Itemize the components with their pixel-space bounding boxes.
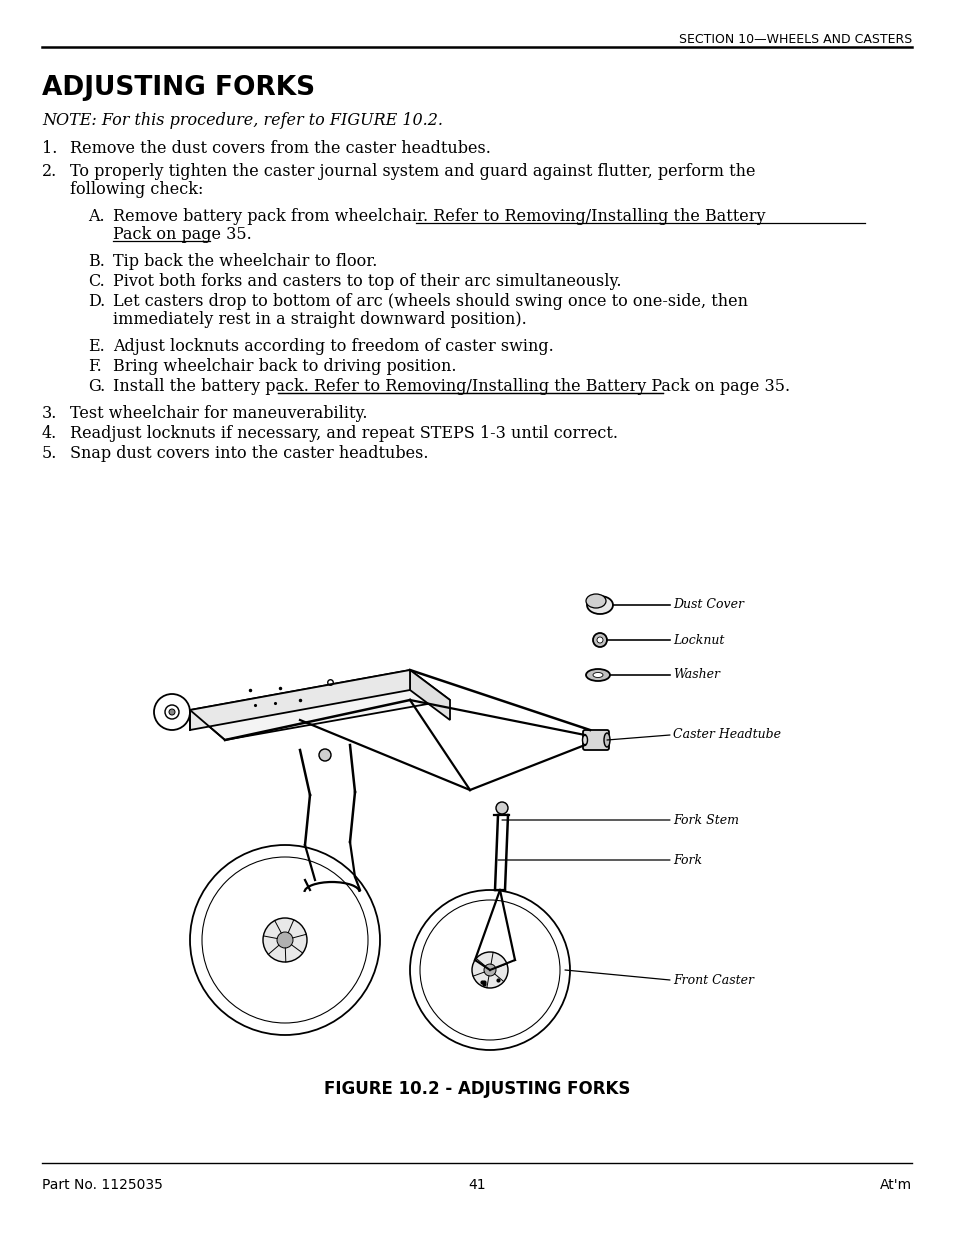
Text: Readjust locknuts if necessary, and repeat STEPS 1-3 until correct.: Readjust locknuts if necessary, and repe…	[70, 425, 618, 442]
Text: Adjust locknuts according to freedom of caster swing.: Adjust locknuts according to freedom of …	[112, 338, 553, 354]
Text: At'm: At'm	[879, 1178, 911, 1192]
Text: Fork: Fork	[672, 853, 701, 867]
Text: 3.: 3.	[42, 405, 57, 422]
Ellipse shape	[582, 735, 587, 745]
Text: Tip back the wheelchair to floor.: Tip back the wheelchair to floor.	[112, 253, 377, 270]
Polygon shape	[190, 671, 410, 730]
Text: Caster Headtube: Caster Headtube	[672, 729, 781, 741]
Text: Pivot both forks and casters to top of their arc simultaneously.: Pivot both forks and casters to top of t…	[112, 273, 620, 290]
Ellipse shape	[585, 669, 609, 680]
Text: 5.: 5.	[42, 445, 57, 462]
Text: following check:: following check:	[70, 182, 203, 198]
Text: Part No. 1125035: Part No. 1125035	[42, 1178, 163, 1192]
Text: Remove battery pack from wheelchair. Refer to Removing/Installing the Battery: Remove battery pack from wheelchair. Ref…	[112, 207, 764, 225]
Circle shape	[169, 709, 174, 715]
Text: Remove the dust covers from the caster headtubes.: Remove the dust covers from the caster h…	[70, 140, 491, 157]
Text: Fork Stem: Fork Stem	[672, 814, 739, 826]
Circle shape	[496, 802, 507, 814]
Circle shape	[597, 637, 602, 643]
Text: Let casters drop to bottom of arc (wheels should swing once to one-side, then: Let casters drop to bottom of arc (wheel…	[112, 293, 747, 310]
Text: SECTION 10—WHEELS AND CASTERS: SECTION 10—WHEELS AND CASTERS	[678, 33, 911, 46]
Text: 41: 41	[468, 1178, 485, 1192]
Text: NOTE: For this procedure, refer to FIGURE 10.2.: NOTE: For this procedure, refer to FIGUR…	[42, 112, 442, 128]
Text: G.: G.	[88, 378, 105, 395]
Text: Dust Cover: Dust Cover	[672, 599, 743, 611]
Text: B.: B.	[88, 253, 105, 270]
Text: Snap dust covers into the caster headtubes.: Snap dust covers into the caster headtub…	[70, 445, 428, 462]
FancyBboxPatch shape	[582, 730, 608, 750]
Text: Bring wheelchair back to driving position.: Bring wheelchair back to driving positio…	[112, 358, 456, 375]
Circle shape	[263, 918, 307, 962]
Circle shape	[483, 965, 496, 976]
Text: 1.: 1.	[42, 140, 57, 157]
Circle shape	[593, 634, 606, 647]
Text: FIGURE 10.2 - ADJUSTING FORKS: FIGURE 10.2 - ADJUSTING FORKS	[323, 1079, 630, 1098]
Circle shape	[472, 952, 507, 988]
Text: To properly tighten the caster journal system and guard against flutter, perform: To properly tighten the caster journal s…	[70, 163, 755, 180]
Text: D.: D.	[88, 293, 105, 310]
Ellipse shape	[603, 734, 609, 747]
Text: 4.: 4.	[42, 425, 57, 442]
Polygon shape	[190, 671, 450, 740]
Text: 2.: 2.	[42, 163, 57, 180]
Text: F.: F.	[88, 358, 102, 375]
Ellipse shape	[593, 673, 602, 678]
Text: ADJUSTING FORKS: ADJUSTING FORKS	[42, 75, 314, 101]
Text: E.: E.	[88, 338, 105, 354]
Text: Washer: Washer	[672, 668, 720, 682]
Text: Pack on page 35.: Pack on page 35.	[112, 226, 252, 243]
Ellipse shape	[585, 594, 605, 608]
Ellipse shape	[586, 597, 613, 614]
Text: immediately rest in a straight downward position).: immediately rest in a straight downward …	[112, 311, 526, 329]
Text: C.: C.	[88, 273, 105, 290]
Circle shape	[318, 748, 331, 761]
Text: Locknut: Locknut	[672, 634, 723, 646]
Polygon shape	[410, 671, 450, 720]
Text: Front Caster: Front Caster	[672, 973, 753, 987]
Text: Test wheelchair for maneuverability.: Test wheelchair for maneuverability.	[70, 405, 367, 422]
Circle shape	[276, 932, 293, 948]
Text: Install the battery pack. Refer to Removing/Installing the Battery Pack on page : Install the battery pack. Refer to Remov…	[112, 378, 789, 395]
Text: A.: A.	[88, 207, 105, 225]
